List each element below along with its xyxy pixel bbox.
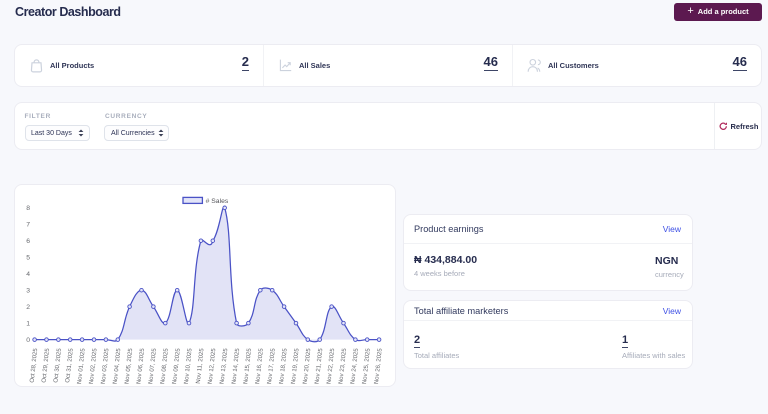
svg-text:5: 5 — [26, 254, 30, 261]
svg-text:0: 0 — [26, 337, 30, 344]
svg-text:1: 1 — [26, 320, 30, 327]
svg-text:Nov 25, 2025: Nov 25, 2025 — [362, 347, 372, 384]
svg-text:Nov 12, 2025: Nov 12, 2025 — [208, 347, 218, 384]
svg-text:7: 7 — [26, 222, 30, 229]
svg-text:Nov 15, 2025: Nov 15, 2025 — [243, 347, 253, 384]
svg-text:Nov 04, 2025: Nov 04, 2025 — [113, 347, 123, 384]
svg-text:Nov 02, 2025: Nov 02, 2025 — [89, 347, 99, 384]
svg-text:Nov 20, 2025: Nov 20, 2025 — [303, 347, 313, 384]
svg-text:Nov 24, 2025: Nov 24, 2025 — [350, 347, 360, 384]
svg-text:Nov 07, 2025: Nov 07, 2025 — [148, 347, 158, 384]
svg-text:3: 3 — [26, 287, 30, 294]
svg-text:Oct 29, 2025: Oct 29, 2025 — [42, 347, 52, 383]
svg-text:8: 8 — [26, 205, 30, 212]
svg-text:Nov 13, 2025: Nov 13, 2025 — [220, 347, 230, 384]
svg-text:Nov 22, 2025: Nov 22, 2025 — [326, 347, 336, 384]
svg-text:Nov 14, 2025: Nov 14, 2025 — [231, 347, 241, 384]
svg-text:Nov 05, 2025: Nov 05, 2025 — [124, 347, 134, 384]
svg-text:Oct 28, 2025: Oct 28, 2025 — [30, 347, 40, 383]
svg-text:Nov 18, 2025: Nov 18, 2025 — [279, 347, 289, 384]
svg-text:Nov 10, 2025: Nov 10, 2025 — [184, 347, 194, 384]
svg-text:Nov 19, 2025: Nov 19, 2025 — [291, 347, 301, 384]
svg-text:Oct 31, 2025: Oct 31, 2025 — [65, 347, 75, 383]
svg-text:Nov 09, 2025: Nov 09, 2025 — [172, 347, 182, 384]
svg-text:Nov 23, 2025: Nov 23, 2025 — [338, 347, 348, 384]
svg-text:Oct 30, 2025: Oct 30, 2025 — [53, 347, 63, 383]
svg-text:Nov 01, 2025: Nov 01, 2025 — [77, 347, 87, 384]
svg-text:# Sales: # Sales — [206, 198, 229, 205]
svg-text:Nov 17, 2025: Nov 17, 2025 — [267, 347, 277, 384]
svg-text:Nov 08, 2025: Nov 08, 2025 — [160, 347, 170, 384]
svg-text:2: 2 — [26, 304, 30, 311]
svg-text:Nov 26, 2025: Nov 26, 2025 — [374, 347, 384, 384]
svg-text:Nov 03, 2025: Nov 03, 2025 — [101, 347, 111, 384]
svg-text:Nov 06, 2025: Nov 06, 2025 — [136, 347, 146, 384]
svg-text:Nov 16, 2025: Nov 16, 2025 — [255, 347, 265, 384]
svg-text:Nov 21, 2025: Nov 21, 2025 — [315, 347, 325, 384]
svg-text:4: 4 — [26, 271, 30, 278]
svg-text:6: 6 — [26, 238, 30, 245]
svg-text:Nov 11, 2025: Nov 11, 2025 — [196, 347, 206, 384]
